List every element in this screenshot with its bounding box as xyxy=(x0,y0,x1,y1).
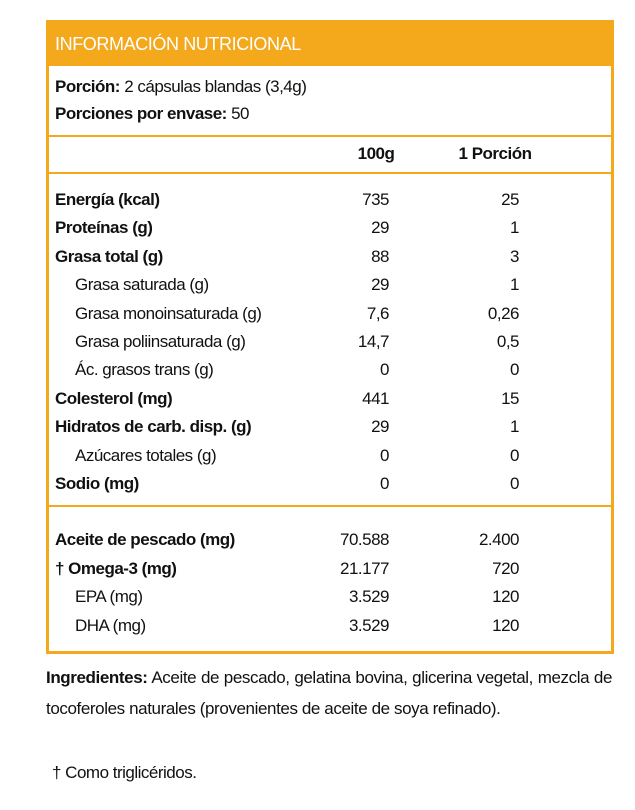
value-100g: 29 xyxy=(371,417,389,437)
row-label: Sodio (mg) xyxy=(55,474,139,493)
value-portion: 15 xyxy=(501,388,519,408)
value-100g: 14,7 xyxy=(357,332,390,351)
row-label: DHA (mg) xyxy=(75,615,146,635)
value-100g: 21.177 xyxy=(340,558,390,578)
row-label: † Omega-3 (mg) xyxy=(55,558,177,578)
value-100g: 735 xyxy=(362,190,389,209)
value-100g: 88 xyxy=(371,246,389,266)
ingredients-text: Aceite de pescado, gelatina bovina, glic… xyxy=(46,668,612,718)
value-portion: 0,26 xyxy=(487,303,520,323)
divider xyxy=(49,172,611,174)
row-label: Grasa monoinsaturada (g) xyxy=(75,303,262,323)
value-portion: 0 xyxy=(510,474,519,493)
value-100g: 0 xyxy=(380,474,389,493)
row-label: Proteínas (g) xyxy=(55,218,153,238)
row-label: Grasa total (g) xyxy=(55,246,163,266)
servings: Porciones por envase: 50 xyxy=(55,104,249,124)
value-100g: 0 xyxy=(380,445,389,465)
ingredients: Ingredientes: Aceite de pescado, gelatin… xyxy=(46,662,612,724)
nutrition-table: INFORMACIÓN NUTRICIONAL Porción: 2 cápsu… xyxy=(46,20,614,654)
value-portion: 1 xyxy=(510,275,519,295)
row-label: Hidratos de carb. disp. (g) xyxy=(55,417,252,437)
ingredients-label: Ingredientes: xyxy=(46,668,148,687)
value-100g: 0 xyxy=(380,360,389,380)
portion-value: 2 cápsulas blandas (3,4g) xyxy=(124,77,307,96)
value-100g: 3.529 xyxy=(348,615,390,635)
value-portion: 120 xyxy=(492,615,519,635)
value-portion: 720 xyxy=(492,558,519,578)
value-portion: 3 xyxy=(510,246,519,266)
value-portion: 0 xyxy=(510,445,519,465)
value-portion: 1 xyxy=(510,218,519,238)
row-label: EPA (mg) xyxy=(75,587,143,606)
portion: Porción: 2 cápsulas blandas (3,4g) xyxy=(55,77,307,97)
value-portion: 1 xyxy=(510,417,519,437)
header-band: INFORMACIÓN NUTRICIONAL xyxy=(49,23,611,66)
value-100g: 7,6 xyxy=(366,303,390,323)
row-label: Aceite de pescado (mg) xyxy=(55,530,235,549)
title: INFORMACIÓN NUTRICIONAL xyxy=(55,34,301,54)
column-header: 100g xyxy=(357,144,395,163)
footnote: † Como triglicéridos. xyxy=(52,763,197,782)
row-label: Azúcares totales (g) xyxy=(75,445,217,465)
divider xyxy=(49,505,611,507)
divider xyxy=(49,135,611,137)
value-portion: 0 xyxy=(510,360,519,380)
servings-value: 50 xyxy=(231,104,249,123)
value-100g: 441 xyxy=(362,388,389,408)
value-100g: 29 xyxy=(371,275,389,295)
servings-label: Porciones por envase: xyxy=(55,104,227,123)
portion-label: Porción: xyxy=(55,77,120,96)
row-label: Colesterol (mg) xyxy=(55,388,173,408)
value-portion: 2.400 xyxy=(478,530,520,549)
value-100g: 3.529 xyxy=(348,587,390,606)
column-header: 1 Porción xyxy=(458,144,532,163)
value-100g: 29 xyxy=(371,218,389,238)
value-portion: 0,5 xyxy=(496,332,520,351)
value-portion: 120 xyxy=(492,587,519,606)
value-100g: 70.588 xyxy=(340,530,390,549)
row-label: Ác. grasos trans (g) xyxy=(75,360,214,380)
row-label: Energía (kcal) xyxy=(55,190,160,209)
row-label: Grasa saturada (g) xyxy=(75,275,209,295)
value-portion: 25 xyxy=(501,190,519,209)
row-label: Grasa poliinsaturada (g) xyxy=(75,332,246,351)
